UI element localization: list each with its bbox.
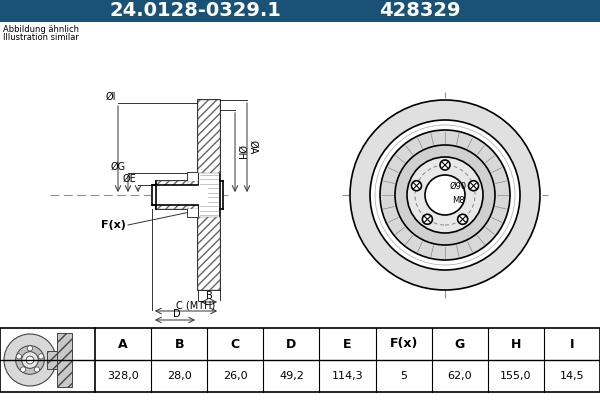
Text: D: D (286, 338, 296, 350)
Text: F(x): F(x) (101, 220, 126, 230)
Text: 328,0: 328,0 (107, 371, 139, 381)
Circle shape (16, 354, 22, 359)
Text: G: G (455, 338, 465, 350)
Circle shape (26, 356, 34, 364)
Text: B: B (175, 338, 184, 350)
Text: Illustration similar: Illustration similar (3, 33, 79, 42)
Bar (47, 350, 57, 370)
Text: Abbildung ähnlich: Abbildung ähnlich (3, 25, 79, 34)
Bar (0, 328, 600, 392)
Text: 28,0: 28,0 (167, 371, 191, 381)
Text: C (MTH): C (MTH) (176, 300, 215, 310)
Circle shape (28, 346, 32, 351)
Circle shape (22, 352, 38, 368)
Bar (188, 173, 198, 181)
Text: 428329: 428329 (379, 2, 461, 20)
Text: 114,3: 114,3 (332, 371, 364, 381)
Circle shape (38, 354, 44, 359)
Circle shape (469, 181, 479, 191)
Circle shape (16, 346, 44, 374)
Text: 14,5: 14,5 (560, 371, 584, 381)
Text: ØH: ØH (236, 145, 246, 160)
Circle shape (380, 130, 510, 260)
Text: 62,0: 62,0 (448, 371, 472, 381)
Bar (198, 100, 220, 173)
Text: ØE: ØE (122, 174, 136, 184)
Bar (198, 100, 220, 290)
Circle shape (458, 214, 467, 224)
Bar (188, 209, 198, 217)
Text: A: A (118, 338, 128, 350)
Text: Ø90: Ø90 (449, 182, 467, 191)
Text: 26,0: 26,0 (223, 371, 248, 381)
Text: C: C (231, 338, 240, 350)
Circle shape (34, 367, 40, 372)
Circle shape (20, 367, 26, 372)
Text: 5: 5 (400, 371, 407, 381)
Circle shape (440, 160, 450, 170)
Text: I: I (569, 338, 574, 350)
Circle shape (395, 145, 495, 245)
Circle shape (4, 334, 56, 386)
Bar (188, 173, 198, 217)
Text: F(x): F(x) (389, 338, 418, 350)
Bar (156, 181, 198, 209)
Circle shape (350, 100, 540, 290)
Text: 24.0128-0329.1: 24.0128-0329.1 (109, 2, 281, 20)
Bar (0, 0, 600, 22)
Text: B: B (206, 291, 212, 301)
Text: ØA: ØA (248, 140, 258, 155)
Circle shape (422, 214, 433, 224)
Circle shape (370, 120, 520, 270)
Text: E: E (343, 338, 352, 350)
Text: ØG: ØG (111, 162, 126, 172)
Text: ØI: ØI (106, 92, 116, 102)
Bar (57, 333, 72, 387)
Bar (188, 209, 198, 217)
Circle shape (412, 181, 421, 191)
Text: H: H (511, 338, 521, 350)
Bar (156, 181, 198, 209)
Text: 155,0: 155,0 (500, 371, 532, 381)
Circle shape (425, 175, 465, 215)
Bar (198, 217, 220, 290)
Bar (188, 173, 198, 217)
Circle shape (407, 157, 483, 233)
Text: 49,2: 49,2 (279, 371, 304, 381)
Bar (188, 173, 198, 181)
Text: D: D (173, 309, 181, 319)
Text: M8: M8 (452, 196, 464, 205)
Bar (151, 185, 208, 205)
